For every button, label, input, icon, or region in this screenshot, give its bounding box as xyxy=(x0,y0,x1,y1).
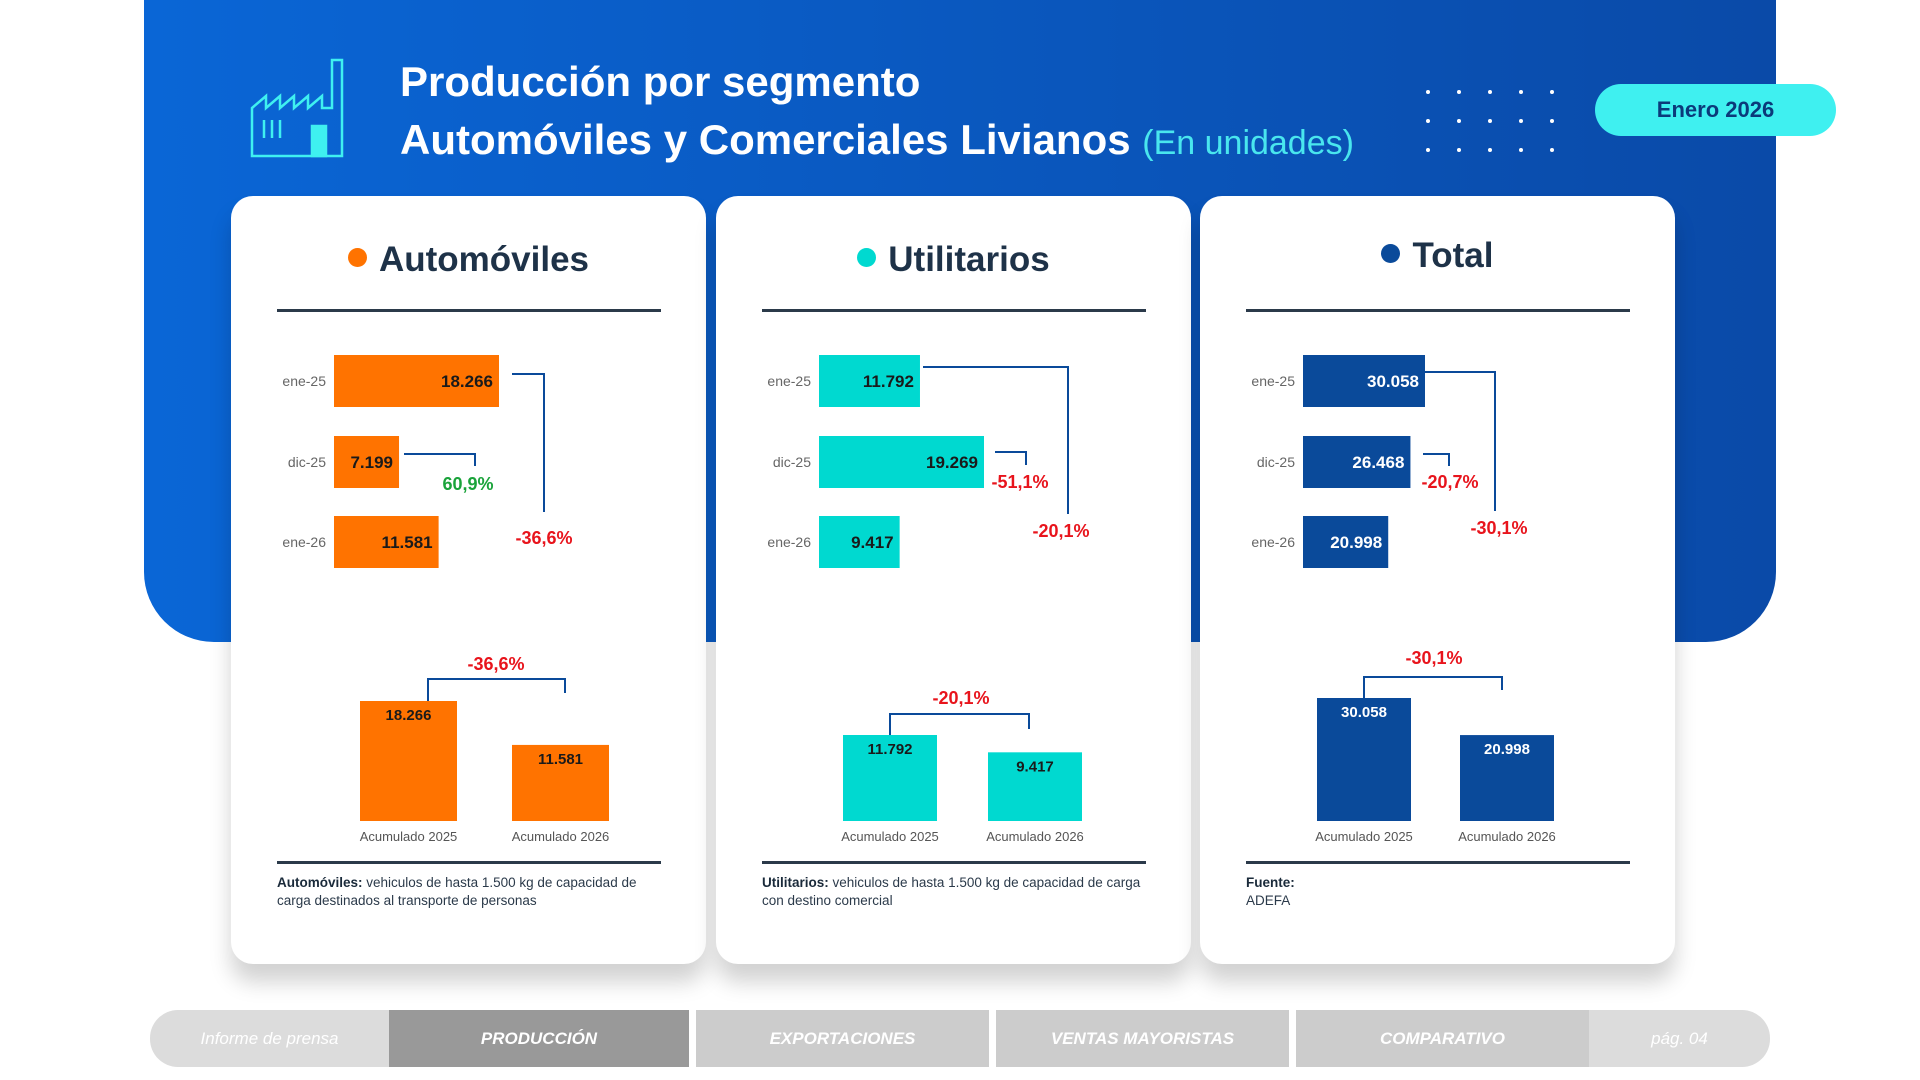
comparison-bracket xyxy=(889,713,1030,735)
segment-card-2: Total Fuente: ADEFA ene-25 30.058 dic-25 26.4… xyxy=(1200,196,1675,964)
comparison-bracket xyxy=(512,373,545,512)
legend-dot xyxy=(857,248,877,267)
nav-item-2[interactable]: EXPORTACIONES xyxy=(689,1010,989,1067)
category-label: ene-26 xyxy=(1251,534,1295,550)
bar-value-label: 7.199 xyxy=(350,453,393,472)
change-percent: -20,1% xyxy=(932,688,989,708)
comparison-bracket xyxy=(995,451,1027,465)
category-label: Acumulado 2026 xyxy=(512,829,610,844)
bar-value-label: 18.266 xyxy=(386,707,432,724)
category-label: Acumulado 2025 xyxy=(1315,829,1413,844)
page-subtitle: Automóviles y Comerciales Livianos (En u… xyxy=(400,116,1354,163)
bar-ene-25 xyxy=(334,355,499,407)
page-title: Producción por segmento xyxy=(400,58,921,105)
bar-value-label: 18.266 xyxy=(441,372,493,391)
card-title: Total xyxy=(1200,236,1675,276)
category-label: dic-25 xyxy=(773,454,811,470)
divider xyxy=(277,861,661,864)
decorative-dots xyxy=(1426,90,1556,152)
change-percent: 60,9% xyxy=(442,474,493,494)
segment-card-1: Utilitarios Utilitarios: vehiculos de ha… xyxy=(716,196,1191,964)
cumulative-bar xyxy=(512,744,609,821)
bar-dic-25 xyxy=(1303,436,1411,488)
factory-icon xyxy=(250,58,344,158)
bar-ene-26 xyxy=(1303,516,1389,568)
bar-value-label: 11.581 xyxy=(382,533,433,552)
divider xyxy=(1246,309,1630,312)
nav-item-1[interactable]: PRODUCCIÓN xyxy=(389,1010,689,1067)
comparison-bracket xyxy=(1423,453,1450,466)
category-label: Acumulado 2026 xyxy=(986,829,1084,844)
divider xyxy=(762,861,1146,864)
change-percent: -20,1% xyxy=(1032,521,1089,541)
segment-card-0: Automóviles Automóviles: vehiculos de ha… xyxy=(231,196,706,964)
legend-dot xyxy=(347,248,367,267)
bar-value-label: 9.417 xyxy=(851,533,894,552)
bar-ene-25 xyxy=(1303,355,1425,407)
bar-value-label: 19.269 xyxy=(926,453,978,472)
legend-dot xyxy=(1381,244,1401,263)
change-percent: -20,7% xyxy=(1421,472,1478,492)
comparison-bracket xyxy=(1425,371,1496,511)
bar-ene-26 xyxy=(819,516,900,568)
nav-item-5[interactable]: pág. 04 xyxy=(1589,1010,1770,1067)
bar-ene-26 xyxy=(334,516,439,568)
footnote: Fuente: ADEFA xyxy=(1246,875,1295,908)
cumulative-bar xyxy=(1317,698,1411,821)
segment-chart: ene-25 30.058 dic-25 26.468 ene-26 20.998 -20,… xyxy=(1251,355,1556,844)
nav-item-4[interactable]: COMPARATIVO xyxy=(1289,1010,1589,1067)
category-label: Acumulado 2026 xyxy=(1458,829,1556,844)
category-label: dic-25 xyxy=(288,454,326,470)
change-percent: -36,6% xyxy=(515,528,572,548)
divider xyxy=(1246,861,1630,864)
footnote: Automóviles: vehiculos de hasta 1.500 kg… xyxy=(277,875,637,908)
bar-dic-25 xyxy=(819,436,984,488)
cumulative-bar xyxy=(988,752,1082,821)
nav-item-3[interactable]: VENTAS MAYORISTAS xyxy=(989,1010,1289,1067)
divider xyxy=(762,309,1146,312)
bar-value-label: 20.998 xyxy=(1484,741,1530,758)
bar-value-label: 11.581 xyxy=(538,751,583,768)
bar-value-label: 20.998 xyxy=(1330,533,1382,552)
change-percent: -51,1% xyxy=(991,472,1048,492)
category-label: ene-26 xyxy=(767,534,811,550)
period-badge: Enero 2026 xyxy=(1595,84,1836,136)
comparison-bracket xyxy=(404,453,476,466)
card-title: Automóviles xyxy=(231,240,706,280)
segment-chart: ene-25 11.792 dic-25 19.269 ene-26 9.417 -51,1… xyxy=(767,355,1090,844)
category-label: dic-25 xyxy=(1257,454,1295,470)
category-label: ene-26 xyxy=(282,534,326,550)
bar-value-label: 11.792 xyxy=(863,372,914,391)
cumulative-bar xyxy=(843,735,937,821)
bar-value-label: 26.468 xyxy=(1352,453,1404,472)
cumulative-bar xyxy=(360,701,457,821)
category-label: Acumulado 2025 xyxy=(360,829,458,844)
bar-value-label: 30.058 xyxy=(1341,704,1387,721)
bar-dic-25 xyxy=(334,436,400,488)
category-label: ene-25 xyxy=(282,373,326,389)
nav-item-0[interactable]: Informe de prensa xyxy=(150,1010,389,1067)
cumulative-bar xyxy=(1460,735,1554,821)
bar-value-label: 9.417 xyxy=(1016,758,1054,775)
bar-value-label: 30.058 xyxy=(1367,372,1419,391)
bar-value-label: 11.792 xyxy=(867,741,912,758)
divider xyxy=(277,309,661,312)
segment-chart: ene-25 18.266 dic-25 7.199 ene-26 11.581 60,9%… xyxy=(282,355,610,844)
unit-note: (En unidades) xyxy=(1142,124,1354,162)
category-label: ene-25 xyxy=(1251,373,1295,389)
comparison-bracket xyxy=(1363,676,1503,698)
card-title: Utilitarios xyxy=(716,240,1191,280)
category-label: ene-25 xyxy=(767,373,811,389)
category-label: Acumulado 2025 xyxy=(841,829,939,844)
bar-ene-25 xyxy=(819,355,920,407)
change-percent: -36,6% xyxy=(467,654,524,674)
comparison-bracket xyxy=(923,366,1069,514)
comparison-bracket xyxy=(427,678,566,701)
change-percent: -30,1% xyxy=(1405,648,1462,668)
footnote: Utilitarios: vehiculos de hasta 1.500 kg… xyxy=(762,875,1141,908)
change-percent: -30,1% xyxy=(1470,518,1527,538)
section-nav: Informe de prensa PRODUCCIÓN EXPORTACIONES… xyxy=(150,1010,1770,1067)
